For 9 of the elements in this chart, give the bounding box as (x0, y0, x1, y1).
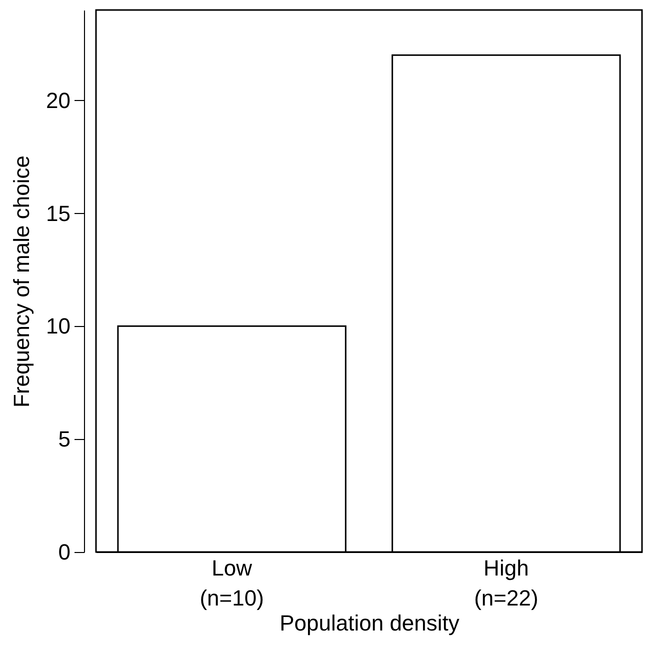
x-tick-label: High (n=22) (474, 556, 538, 610)
y-tick-label: 15 (46, 200, 70, 226)
y-tick-label: 0 (58, 540, 70, 564)
y-tick-label: 20 (46, 88, 70, 113)
y-tick-label: 10 (46, 314, 70, 339)
y-axis-title: Frequency of male choice (9, 156, 34, 408)
y-tick-label: 5 (58, 426, 70, 452)
x-tick-label: Low (n=10) (200, 556, 264, 610)
x-axis-title: Population density (280, 610, 460, 636)
